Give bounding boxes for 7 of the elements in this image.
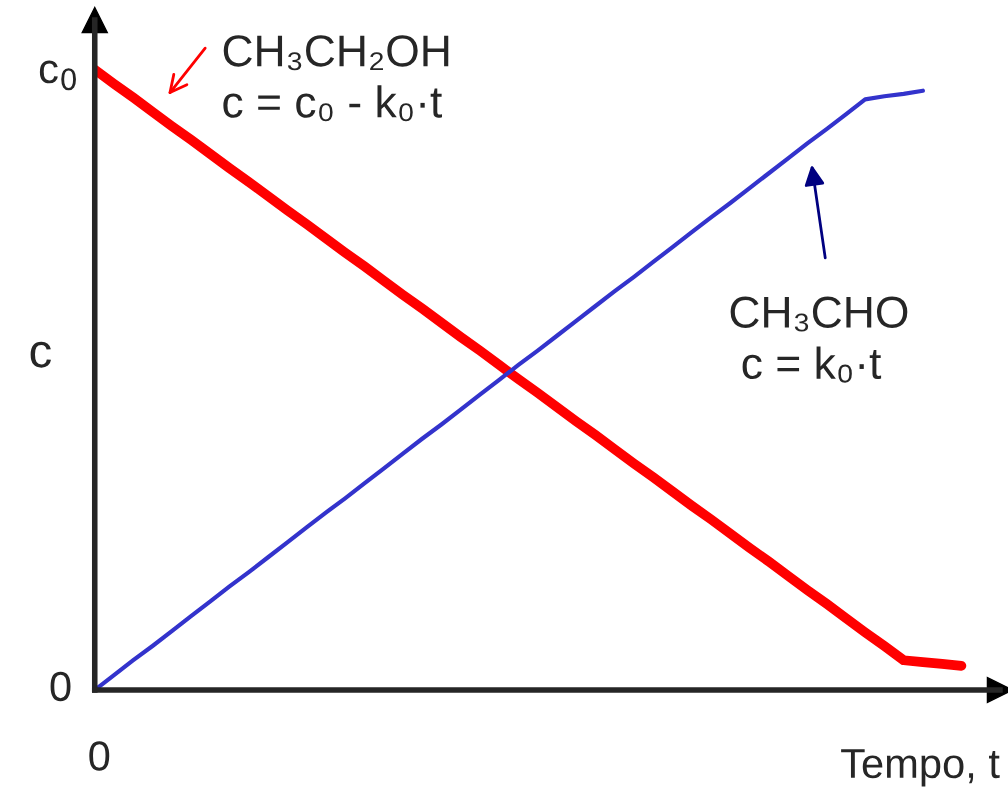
annotation: CH₃CH₂OH c = c₀ - k₀·t [223, 35, 449, 122]
text: c$_{0}$ [39, 60, 76, 91]
x-axis-title: Tempo, t [841, 749, 1000, 787]
y-axis-title: c [30, 341, 51, 368]
annotation: CH₃CHO c = k₀·t [730, 296, 908, 383]
text: 0 [89, 741, 110, 771]
text: 0 [50, 671, 71, 702]
